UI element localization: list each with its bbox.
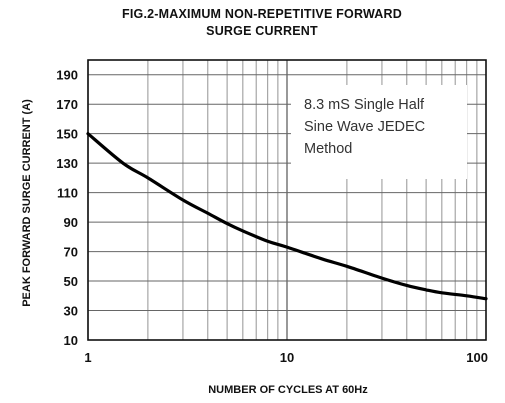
- chart-title-line-2: SURGE CURRENT: [206, 24, 318, 38]
- x-tick-label: 1: [84, 350, 91, 365]
- y-tick-label: 130: [56, 156, 78, 171]
- y-tick-label: 70: [64, 245, 78, 260]
- y-tick-label: 10: [64, 333, 78, 348]
- y-tick-label: 30: [64, 304, 78, 319]
- chart-title-line-1: FIG.2-MAXIMUM NON-REPETITIVE FORWARD: [122, 7, 402, 21]
- y-axis-label: PEAK FORWARD SURGE CURRENT (A): [21, 99, 33, 307]
- surge-current-curve: [86, 132, 488, 301]
- annotation-line-3: Method: [304, 141, 352, 157]
- y-tick-label: 190: [56, 68, 78, 83]
- y-tick-label: 50: [64, 274, 78, 289]
- x-tick-label: 100: [466, 350, 488, 365]
- curve-layer: [86, 132, 488, 301]
- x-tick-label: 10: [280, 350, 294, 365]
- y-tick-label: 150: [56, 127, 78, 142]
- y-tick-labels: 10 30 50 70 90 110 130 150 170 190: [56, 68, 78, 348]
- y-tick-label: 110: [57, 186, 78, 201]
- y-tick-label: 90: [64, 215, 78, 230]
- annotation-line-2: Sine Wave JEDEC: [304, 119, 425, 135]
- annotation-line-1: 8.3 mS Single Half: [304, 97, 425, 113]
- annotation-box: 8.3 mS Single Half Sine Wave JEDEC Metho…: [291, 85, 467, 179]
- plot-frame: [87, 59, 487, 341]
- x-axis-label: NUMBER OF CYCLES AT 60Hz: [208, 384, 368, 396]
- y-tick-label: 170: [56, 97, 78, 112]
- x-tick-labels: 1 10 100: [84, 350, 488, 365]
